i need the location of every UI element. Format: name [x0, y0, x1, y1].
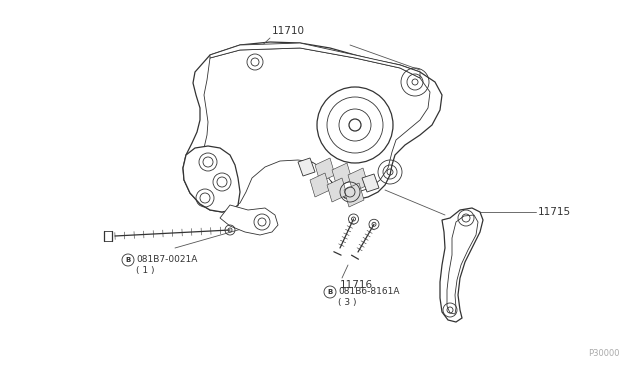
Polygon shape — [220, 205, 278, 235]
Polygon shape — [210, 43, 420, 78]
Text: 11710: 11710 — [272, 26, 305, 36]
Text: 11716: 11716 — [340, 280, 373, 290]
Text: ( 1 ): ( 1 ) — [136, 266, 154, 275]
Polygon shape — [315, 158, 335, 182]
Polygon shape — [197, 48, 430, 207]
Polygon shape — [362, 174, 379, 192]
Text: 11715: 11715 — [538, 207, 571, 217]
Text: 081B7-0021A: 081B7-0021A — [136, 256, 197, 264]
Text: ( 3 ): ( 3 ) — [338, 298, 356, 307]
Polygon shape — [183, 146, 240, 212]
Polygon shape — [327, 178, 347, 202]
Polygon shape — [298, 158, 315, 176]
Polygon shape — [310, 173, 330, 197]
Text: P30000: P30000 — [589, 349, 620, 358]
Polygon shape — [440, 208, 483, 322]
Polygon shape — [344, 183, 364, 207]
Text: 081B6-8161A: 081B6-8161A — [338, 288, 399, 296]
Polygon shape — [183, 42, 442, 212]
Polygon shape — [348, 168, 368, 192]
Polygon shape — [447, 215, 478, 314]
Text: B: B — [328, 289, 333, 295]
Polygon shape — [332, 163, 352, 187]
Text: B: B — [125, 257, 131, 263]
